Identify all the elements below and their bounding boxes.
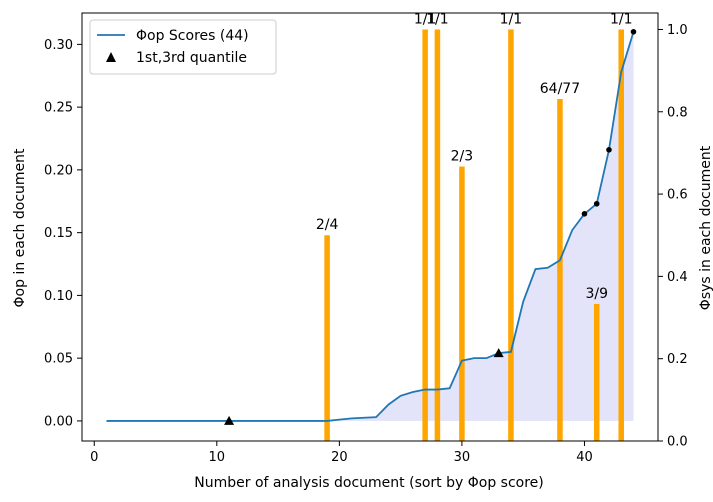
- bar-label-2: 1/1: [426, 11, 449, 27]
- x-tick-label-2: 20: [331, 450, 348, 465]
- legend-quantile-label: 1st,3rd quantile: [136, 50, 247, 66]
- x-tick-label-3: 30: [454, 450, 471, 465]
- bar-0: [324, 235, 330, 441]
- axes-frame: [81, 12, 659, 442]
- y-left-tick-label-4: 0.20: [44, 163, 73, 178]
- legend-triangle-swatch: [106, 52, 116, 62]
- highlight-point-0: [581, 211, 588, 217]
- legend-box: [89, 19, 277, 75]
- legend: Φop Scores (44) 1st,3rd quantile: [89, 19, 277, 75]
- y-left-tick-label-0: 0.00: [44, 414, 73, 429]
- y-right-tick-label-1: 0.2: [667, 352, 688, 367]
- bar-label-5: 64/77: [540, 81, 580, 97]
- quantile-marker-0: [224, 415, 235, 425]
- bar-6: [593, 303, 600, 441]
- bar-label-4: 1/1: [500, 11, 523, 27]
- y-right-tick-label-2: 0.4: [667, 270, 688, 285]
- y-axis-left-label: Φop in each document: [12, 148, 28, 307]
- series-line: [106, 31, 635, 422]
- y-right-tick-label-4: 0.8: [667, 105, 688, 120]
- y-axis-right-label: Φsys in each document: [698, 145, 713, 310]
- axes: 0 10 20 30 40 0.00 0.05 0.10 0.15 0.20 0.25 0.30 0.0…: [44, 12, 688, 465]
- y-left-tick-label-5: 0.25: [44, 101, 73, 116]
- x-tick-label-0: 0: [90, 450, 98, 465]
- bar-7: [618, 29, 624, 441]
- x-tick-label-4: 40: [576, 450, 593, 465]
- bar-label-1: 1/1: [414, 11, 437, 27]
- y-left-tick-label-6: 0.30: [44, 38, 73, 53]
- y-left-tick-label-1: 0.05: [44, 352, 73, 367]
- y-right-tick-label-5: 1.0: [667, 23, 688, 38]
- y-left-tick-label-3: 0.15: [44, 226, 73, 241]
- x-axis-label: Number of analysis document (sort by Φop…: [194, 475, 544, 491]
- bar-label-0: 2/4: [316, 217, 339, 233]
- bar-label-3: 2/3: [451, 149, 474, 165]
- bar-5: [557, 99, 563, 441]
- highlight-point-2: [606, 147, 612, 153]
- y-right-tick-label-3: 0.6: [667, 188, 688, 203]
- quantile-marker-1: [493, 348, 504, 358]
- highlight-point-1: [593, 200, 600, 207]
- bar-1: [422, 29, 428, 441]
- bar-3: [459, 166, 465, 441]
- bar-4: [508, 29, 514, 441]
- bar-2: [434, 29, 441, 441]
- plot-area: 2/41/11/12/31/164/773/91/1: [106, 11, 637, 441]
- y-left-tick-label-2: 0.10: [44, 289, 73, 304]
- y-right-tick-label-0: 0.0: [667, 435, 688, 450]
- bar-label-6: 3/9: [585, 286, 608, 302]
- highlight-point-3: [630, 29, 637, 35]
- area-fill: [106, 31, 634, 421]
- legend-series-label: Φop Scores (44): [136, 28, 249, 44]
- bar-label-7: 1/1: [610, 11, 633, 27]
- x-tick-label-1: 10: [209, 450, 226, 465]
